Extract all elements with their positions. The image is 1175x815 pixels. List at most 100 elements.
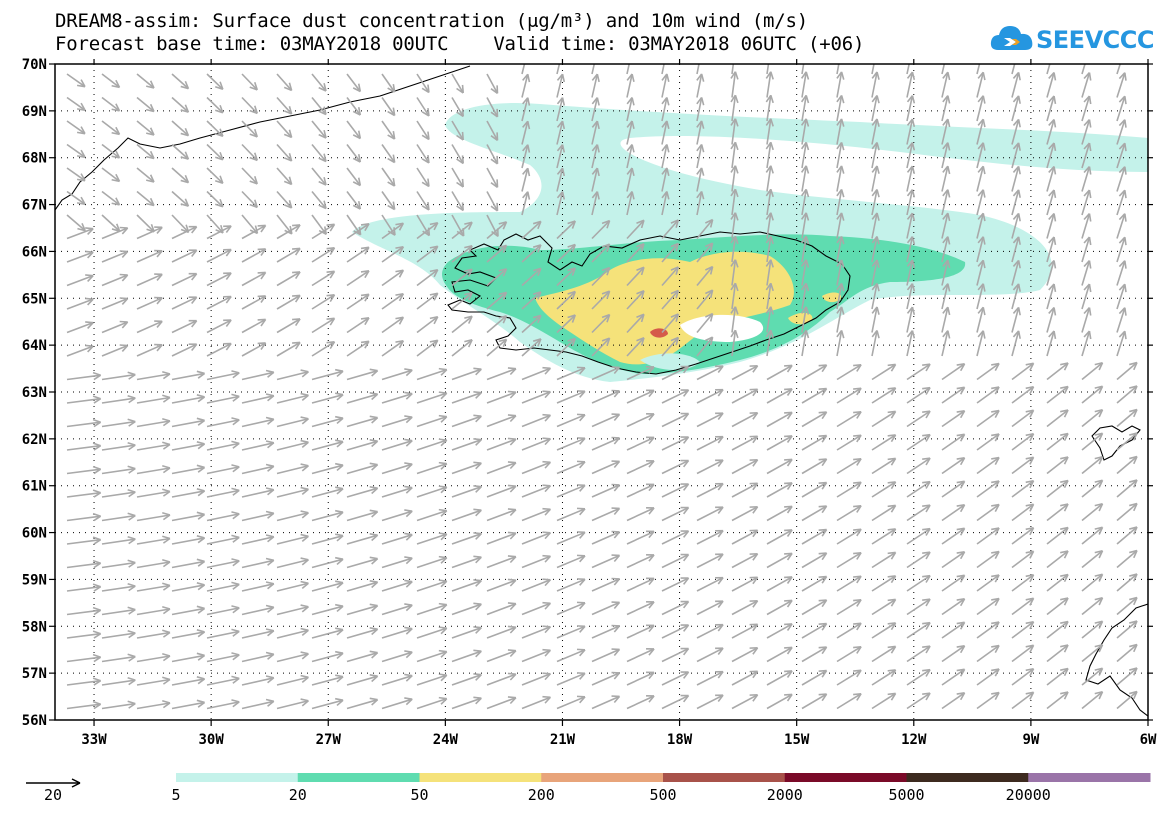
wind-arrow [451,555,482,569]
wind-arrow [765,306,774,333]
wind-arrow [66,214,86,232]
wind-arrow [836,64,840,75]
wind-arrow [800,118,810,145]
wind-arrow [486,367,517,381]
wind-arrow [906,118,916,145]
wind-arrow [241,698,275,710]
wind-arrow [381,415,413,428]
wind-arrow [626,266,645,287]
wind-arrow [661,577,690,592]
wind-arrow [66,321,94,334]
wind-arrow [766,623,793,639]
wind-arrow [66,371,102,381]
wind-arrow [696,435,724,451]
wind-arrow [941,189,951,216]
wind-arrow [346,270,370,287]
wind-arrow [381,485,413,498]
wind-arrow [626,313,645,334]
wind-arrow [241,463,275,475]
wind-arrow [521,338,542,357]
wind-arrow [976,480,1000,498]
wind-arrow [451,485,482,498]
wind-arrow [556,314,576,334]
wind-reference-label: 20 [44,786,62,804]
wind-arrow [521,97,531,122]
wind-arrow [696,64,700,75]
wind-arrow [836,71,845,98]
wind-arrow [1081,549,1104,569]
wind-arrow [171,558,206,569]
wind-arrow [591,483,621,498]
wind-arrow [241,534,275,545]
wind-arrow [206,143,224,161]
wind-arrow [346,120,362,140]
wind-arrow [381,269,405,287]
wind-arrow [101,297,129,310]
wind-arrow [1081,432,1104,451]
wind-arrow [416,485,448,498]
wind-arrow [591,554,621,569]
wind-arrow [626,290,645,310]
wind-arrow [696,600,724,616]
wind-arrow [1046,667,1069,686]
wind-arrow [136,394,171,404]
wind-arrow [731,623,759,639]
wind-arrow [346,73,362,93]
wind-arrow [626,389,655,404]
wind-arrow [591,120,600,145]
wind-arrow [871,306,880,333]
wind-arrow [101,582,136,592]
wind-arrow [1011,165,1021,192]
wind-arrow [906,142,916,169]
wind-arrow [730,165,739,192]
wind-arrow [451,120,465,141]
wind-arrow [626,243,645,263]
wind-arrow [730,259,739,286]
colorbar-segment [906,773,1029,782]
wind-arrow [976,386,1000,404]
wind-arrow [241,416,275,428]
wind-arrow [486,437,517,451]
wind-arrow [346,556,379,569]
wind-arrow [206,511,240,522]
wind-arrow [1116,166,1127,192]
wind-arrow [451,221,473,240]
wind-arrow [696,120,705,145]
wind-arrow [556,507,586,522]
wind-arrow [1081,690,1104,710]
wind-arrow [486,97,499,118]
wind-arrow [800,94,810,122]
wind-arrow [241,190,259,209]
wind-arrow [1116,260,1127,286]
wind-arrow [836,282,845,310]
wind-arrow [66,143,86,158]
wind-arrow [626,337,645,357]
wind-arrow [591,219,611,240]
wind-arrow [731,388,759,404]
lat-label: 61N [22,479,47,495]
wind-arrow [1011,644,1035,663]
wind-arrow [661,191,670,216]
wind-arrow [661,167,670,192]
wind-arrow [206,417,240,428]
lat-label: 56N [22,713,47,729]
wind-arrow [101,190,121,206]
wind-arrow [381,650,413,663]
dust-area-50-east2 [822,292,842,303]
wind-arrow [381,316,405,334]
wind-arrow [101,512,136,522]
wind-arrow [486,672,517,686]
wind-arrow [836,434,862,451]
wind-arrow [906,71,916,98]
wind-arrow [1046,330,1057,357]
wind-arrow [136,73,155,89]
wind-arrow [101,559,136,569]
wind-arrow [1011,432,1035,451]
wind-arrow [241,167,259,185]
wind-arrow [1011,142,1021,169]
wind-arrow [381,167,396,187]
colorbar-label: 20 [289,786,307,804]
wind-arrow [66,297,94,310]
wind-arrow [976,644,1000,663]
wind-arrow [206,342,232,357]
